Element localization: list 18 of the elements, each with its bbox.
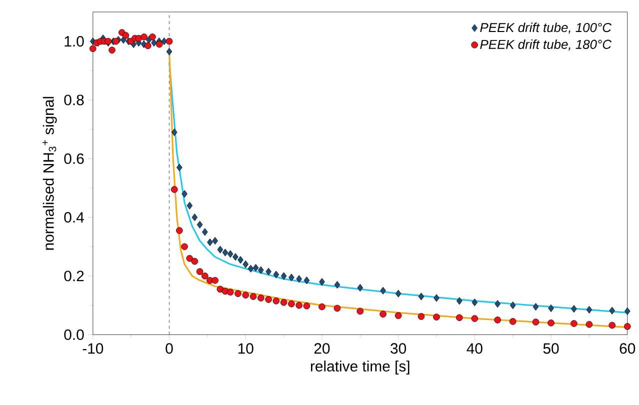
x-tick-label: 60 — [620, 343, 636, 354]
y-tick-label: 0.2 — [64, 270, 84, 282]
y-tick-label: 1.0 — [64, 36, 84, 47]
x-axis-title: relative time [s] — [310, 360, 410, 375]
x-tick-label: 30 — [390, 343, 406, 354]
x-tick-label: 10 — [238, 343, 254, 354]
y-tick-label: 0.8 — [64, 94, 84, 106]
legend-label: PEEK drift tube, 180°C — [480, 40, 612, 51]
x-tick-label: 50 — [543, 343, 559, 354]
x-tick-label: 0 — [166, 343, 173, 354]
y-tick-label: 0.6 — [64, 154, 84, 164]
legend-label: PEEK drift tube, 100°C — [480, 22, 612, 34]
y-axis-title: normalised NH$_{3}$$^{+}$ signal — [42, 97, 57, 250]
x-tick-label: 20 — [314, 343, 330, 354]
y-tick-label: 0.0 — [64, 330, 84, 340]
y-tick-label: 0.4 — [64, 212, 84, 223]
x-tick-label: -10 — [82, 343, 104, 354]
x-tick-label: 40 — [466, 343, 482, 354]
